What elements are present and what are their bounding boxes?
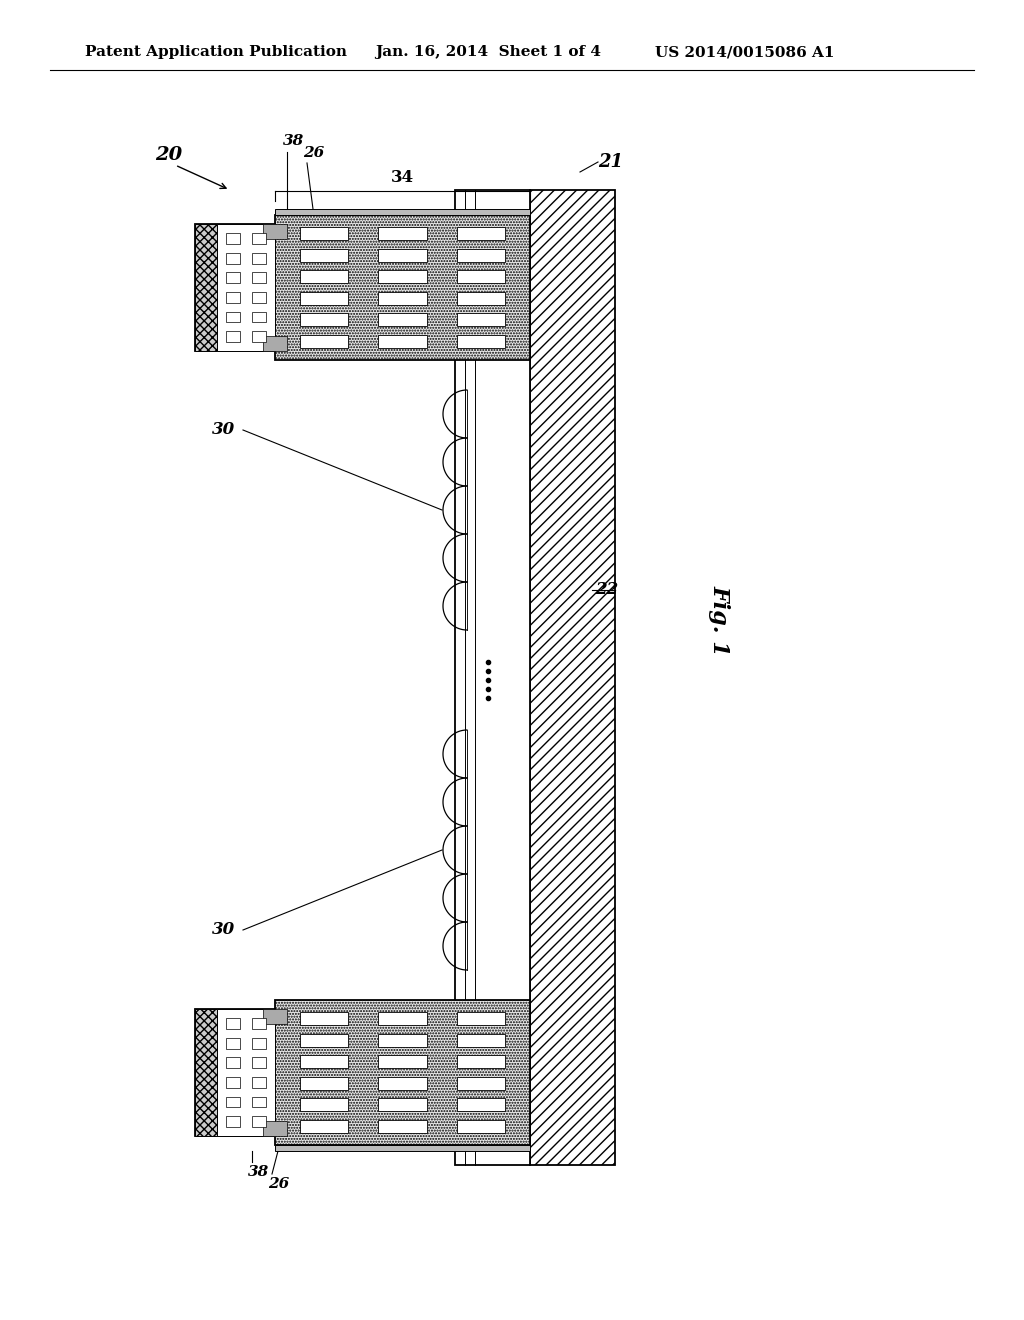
Text: 38: 38 bbox=[248, 1166, 269, 1179]
Bar bbox=[378, 1055, 427, 1068]
Bar bbox=[252, 292, 266, 302]
Text: 34: 34 bbox=[391, 169, 414, 186]
Bar bbox=[457, 313, 505, 326]
Bar bbox=[252, 1117, 266, 1127]
Bar bbox=[252, 1097, 266, 1107]
Bar bbox=[225, 1057, 240, 1068]
Bar bbox=[195, 1008, 217, 1137]
Bar bbox=[225, 1077, 240, 1088]
Bar bbox=[217, 1008, 275, 1137]
Bar bbox=[275, 209, 530, 215]
Bar bbox=[378, 227, 427, 240]
Bar bbox=[530, 190, 615, 1166]
Bar bbox=[457, 248, 505, 261]
Bar bbox=[378, 1034, 427, 1047]
Text: US 2014/0015086 A1: US 2014/0015086 A1 bbox=[655, 45, 835, 59]
Bar bbox=[252, 1038, 266, 1048]
Bar bbox=[263, 1121, 287, 1137]
Bar bbox=[457, 334, 505, 348]
Bar bbox=[252, 253, 266, 264]
Bar bbox=[252, 331, 266, 342]
Bar bbox=[252, 272, 266, 284]
Bar bbox=[225, 331, 240, 342]
Bar bbox=[378, 313, 427, 326]
Bar bbox=[195, 1008, 275, 1137]
Bar bbox=[252, 1018, 266, 1030]
Bar bbox=[300, 292, 348, 305]
Bar bbox=[300, 271, 348, 284]
Bar bbox=[225, 1097, 240, 1107]
Bar bbox=[195, 223, 217, 351]
Bar bbox=[195, 223, 275, 351]
Text: 30: 30 bbox=[212, 421, 236, 438]
Bar bbox=[300, 313, 348, 326]
Bar bbox=[300, 1119, 348, 1133]
Bar bbox=[455, 190, 530, 1166]
Bar bbox=[300, 1098, 348, 1111]
Bar bbox=[225, 272, 240, 284]
Bar bbox=[225, 1038, 240, 1048]
Bar bbox=[457, 1077, 505, 1090]
Bar bbox=[300, 334, 348, 348]
Text: 20: 20 bbox=[155, 147, 182, 164]
Bar bbox=[378, 271, 427, 284]
Bar bbox=[300, 1012, 348, 1026]
Bar bbox=[378, 334, 427, 348]
Bar bbox=[378, 1098, 427, 1111]
Bar bbox=[300, 1034, 348, 1047]
Bar bbox=[252, 234, 266, 244]
Text: 22: 22 bbox=[595, 582, 618, 598]
Bar bbox=[275, 1144, 530, 1151]
Text: Fig. 1: Fig. 1 bbox=[709, 585, 731, 655]
Bar bbox=[378, 1119, 427, 1133]
Bar bbox=[225, 312, 240, 322]
Bar bbox=[263, 337, 287, 351]
Bar bbox=[457, 1098, 505, 1111]
Bar bbox=[457, 292, 505, 305]
Bar bbox=[300, 227, 348, 240]
Bar bbox=[457, 271, 505, 284]
Bar bbox=[252, 1077, 266, 1088]
Bar bbox=[225, 234, 240, 244]
Bar bbox=[457, 1034, 505, 1047]
Bar bbox=[457, 1012, 505, 1026]
Bar bbox=[217, 223, 275, 351]
Bar bbox=[225, 292, 240, 302]
Text: 26: 26 bbox=[303, 147, 325, 160]
Bar bbox=[263, 223, 287, 239]
Bar bbox=[275, 215, 530, 360]
Text: 30: 30 bbox=[212, 921, 236, 939]
Bar bbox=[300, 248, 348, 261]
Text: Jan. 16, 2014  Sheet 1 of 4: Jan. 16, 2014 Sheet 1 of 4 bbox=[375, 45, 601, 59]
Text: 21: 21 bbox=[598, 153, 623, 172]
Bar bbox=[225, 1018, 240, 1030]
Bar bbox=[300, 1055, 348, 1068]
Bar bbox=[225, 253, 240, 264]
Bar bbox=[252, 312, 266, 322]
Bar bbox=[275, 1001, 530, 1144]
Text: 38: 38 bbox=[283, 135, 304, 148]
Text: Patent Application Publication: Patent Application Publication bbox=[85, 45, 347, 59]
Bar bbox=[457, 1119, 505, 1133]
Bar bbox=[263, 1008, 287, 1024]
Bar bbox=[457, 1055, 505, 1068]
Text: 26: 26 bbox=[268, 1177, 289, 1191]
Bar bbox=[252, 1057, 266, 1068]
Bar bbox=[378, 248, 427, 261]
Bar bbox=[378, 292, 427, 305]
Bar bbox=[378, 1077, 427, 1090]
Bar bbox=[225, 1117, 240, 1127]
Bar bbox=[457, 227, 505, 240]
Bar bbox=[300, 1077, 348, 1090]
Bar bbox=[378, 1012, 427, 1026]
